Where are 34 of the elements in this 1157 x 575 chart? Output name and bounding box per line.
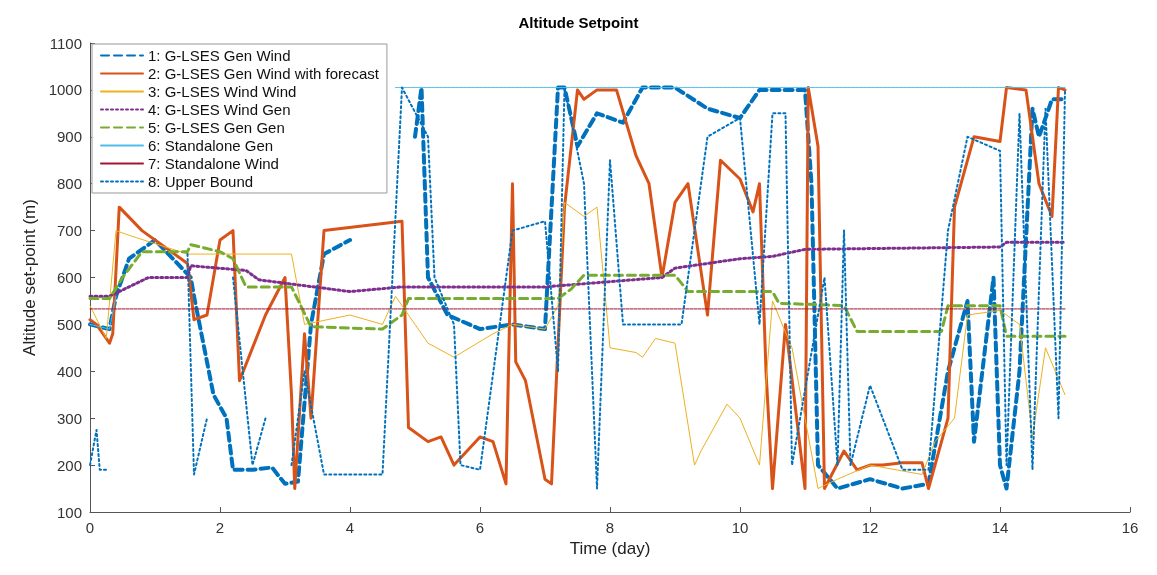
legend-label: 4: G-LSES Wind Gen (148, 101, 291, 118)
y-tick-label: 200 (56, 456, 82, 474)
y-tick-label: 1000 (48, 81, 82, 99)
y-tick-label: 900 (56, 128, 82, 146)
y-tick-label: 700 (56, 222, 82, 240)
y-tick-label: 800 (56, 175, 82, 193)
y-tick-label: 600 (56, 269, 82, 286)
legend-label: 6: Standalone Gen (148, 137, 274, 154)
y-tick-label: 300 (56, 409, 82, 427)
y-tick-label: 100 (56, 503, 82, 521)
legend-label: 1: G-LSES Gen Wind (148, 47, 291, 64)
x-tick-label: 10 (731, 519, 749, 536)
y-tick-label: 500 (56, 315, 82, 333)
x-tick-label: 6 (475, 519, 485, 536)
line-series (88, 243, 1067, 338)
x-tick-label: 14 (991, 519, 1009, 536)
y-axis-title: Altitude set-point (m) (19, 199, 39, 356)
x-axis-title: Time (day) (569, 539, 651, 558)
y-tick-label: 1100 (49, 34, 82, 52)
legend-label: 7: Standalone Wind (148, 155, 279, 172)
x-tick-label: 2 (215, 519, 225, 536)
legend-label: 3: G-LSES Wind Wind (148, 83, 297, 100)
line-series (88, 240, 1067, 298)
x-tick-label: 4 (345, 519, 355, 536)
x-tick-label: 12 (861, 519, 879, 536)
y-tick-label: 400 (56, 362, 82, 380)
x-tick-label: 8 (605, 519, 615, 536)
x-tick-label: 16 (1121, 519, 1139, 536)
legend-label: 2: G-LSES Gen Wind with forecast (148, 65, 380, 82)
legend-label: 8: Upper Bound (148, 173, 254, 190)
x-tick-label: 0 (85, 519, 95, 536)
chart-title: Altitude Setpoint (518, 14, 639, 31)
legend-label: 5: G-LSES Gen Gen (148, 119, 285, 136)
line-series (89, 201, 1066, 490)
